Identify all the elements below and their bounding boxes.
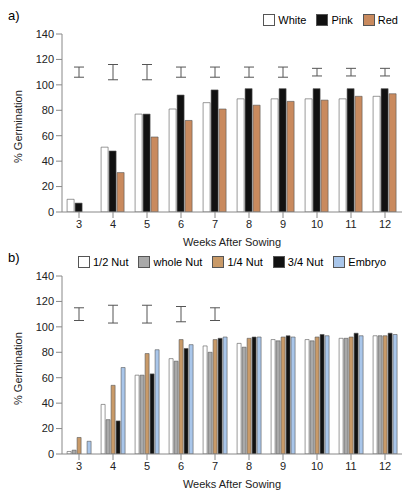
html-text:Embryo: Embryo — [348, 256, 387, 268]
svg-text:60: 60 — [42, 130, 54, 142]
svg-text:Weeks After Sowing: Weeks After Sowing — [183, 236, 281, 248]
svg-text:6: 6 — [178, 218, 184, 230]
svg-text:20: 20 — [42, 422, 54, 434]
svg-text:20: 20 — [42, 180, 54, 192]
svg-text:10: 10 — [311, 218, 323, 230]
svg-text:0: 0 — [48, 448, 54, 460]
html-text:Pink: Pink — [331, 14, 353, 26]
svg-text:8: 8 — [246, 460, 252, 472]
html-text:a): a) — [8, 8, 20, 23]
html-text:Red: Red — [377, 14, 398, 26]
svg-text:120: 120 — [36, 53, 54, 65]
html-text:3/4 Nut: 3/4 Nut — [287, 256, 324, 268]
html-text:b): b) — [8, 250, 20, 265]
svg-text:6: 6 — [178, 460, 184, 472]
html-text:1/2 Nut: 1/2 Nut — [93, 256, 129, 268]
svg-text:11: 11 — [345, 460, 356, 472]
svg-text:80: 80 — [42, 104, 54, 116]
svg-text:120: 120 — [36, 295, 54, 307]
svg-text:% Germination: % Germination — [12, 90, 24, 163]
svg-text:4: 4 — [110, 218, 116, 230]
svg-text:8: 8 — [246, 218, 252, 230]
svg-text:12: 12 — [379, 460, 391, 472]
svg-text:% Germination: % Germination — [12, 332, 24, 405]
svg-text:9: 9 — [280, 218, 286, 230]
svg-text:40: 40 — [42, 155, 54, 167]
svg-text:60: 60 — [42, 372, 54, 384]
svg-text:9: 9 — [280, 460, 286, 472]
svg-text:Weeks After Sowing: Weeks After Sowing — [183, 478, 281, 490]
svg-text:0: 0 — [48, 206, 54, 218]
svg-text:140: 140 — [36, 270, 54, 282]
svg-text:140: 140 — [36, 28, 54, 40]
html-text:White: White — [278, 14, 307, 26]
html-text:1/4 Nut: 1/4 Nut — [227, 256, 263, 268]
svg-text:4: 4 — [110, 460, 116, 472]
svg-text:7: 7 — [212, 218, 218, 230]
svg-text:10: 10 — [311, 460, 323, 472]
svg-text:80: 80 — [42, 346, 54, 358]
svg-text:100: 100 — [36, 79, 54, 91]
svg-text:3: 3 — [76, 460, 82, 472]
svg-text:5: 5 — [144, 218, 150, 230]
svg-text:40: 40 — [42, 397, 54, 409]
svg-text:11: 11 — [345, 218, 356, 230]
svg-text:12: 12 — [379, 218, 391, 230]
svg-text:7: 7 — [212, 460, 218, 472]
svg-text:100: 100 — [36, 321, 54, 333]
svg-text:5: 5 — [144, 460, 150, 472]
html-text:whole Nut: whole Nut — [153, 256, 203, 268]
svg-text:3: 3 — [76, 218, 82, 230]
